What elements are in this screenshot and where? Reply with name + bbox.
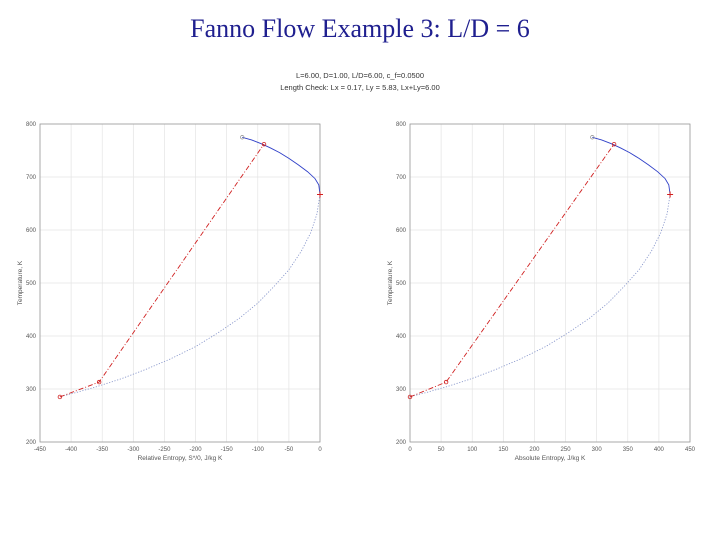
chart0-marker-circle-2	[96, 379, 102, 385]
chart1-x-tick-label-2: 100	[467, 447, 478, 453]
chart1-marker-plus-4	[667, 191, 674, 198]
chart0-marker-circle-1	[261, 141, 267, 147]
absolute-entropy-plot: 0 50 100 150 200 250 300 350 400 450 200 300 400 500 6…	[387, 122, 696, 462]
chart0-y-tick-label-6: 800	[26, 122, 37, 128]
chart0-marker-circle-0	[240, 135, 245, 140]
chart0-x-axis-label: Relative Entropy, S*/0, J/kg K	[138, 455, 223, 462]
chart0-y-tick-label-5: 700	[26, 175, 37, 181]
figure-header: L=6.00, D=1.00, L/D=6.00, c_f=0.0500 Len…	[0, 70, 720, 94]
chart0-series-process	[59, 143, 265, 398]
chart1-y-tick-label-4: 600	[396, 228, 407, 234]
chart1-series-process	[409, 143, 615, 398]
chart1-y-tick-label-5: 700	[396, 175, 407, 181]
chart1-y-tick-label-1: 300	[396, 387, 407, 393]
chart1-y-tick-label-6: 800	[396, 122, 407, 128]
chart0-x-tick-label-9: 0	[318, 447, 322, 453]
chart0-x-tick-label-7: -100	[252, 447, 265, 453]
chart0-y-tick-label-4: 600	[26, 228, 37, 234]
chart0-y-tick-label-2: 400	[26, 334, 37, 340]
chart0-series-fanno-supersonic	[59, 194, 321, 398]
chart0-y-tick-label-0: 200	[26, 440, 37, 446]
chart0-marker-plus-4	[317, 191, 323, 198]
chart1-y-tick-label-2: 400	[396, 334, 407, 340]
chart1-x-tick-label-9: 450	[685, 447, 696, 453]
chart1-axes-frame	[409, 123, 691, 443]
chart0-axes-frame	[39, 123, 321, 443]
chart1-y-axis-label: Temperature, K	[387, 260, 394, 305]
chart1-x-tick-label-5: 250	[561, 447, 572, 453]
chart0-x-tick-label-1: -400	[65, 447, 78, 453]
chart1-marker-circle-3	[407, 394, 413, 400]
chart1-series-fanno-subsonic	[592, 136, 671, 195]
chart1-marker-circle-1	[611, 141, 617, 147]
chart0-x-tick-label-5: -200	[190, 447, 203, 453]
chart1-y-tick-label-0: 200	[396, 440, 407, 446]
chart0-series-fanno-subsonic	[242, 136, 321, 195]
chart1-x-tick-label-8: 400	[654, 447, 665, 453]
relative-entropy-plot: -450 -400 -350 -300 -250 -200 -150 -100 -50 0 200 3…	[17, 122, 323, 462]
chart0-y-tick-label-3: 500	[26, 281, 37, 287]
chart1-x-tick-label-7: 350	[623, 447, 634, 453]
figure-header-parameters: L=6.00, D=1.00, L/D=6.00, c_f=0.0500	[295, 71, 425, 80]
slide-title: Fanno Flow Example 3: L/D = 6	[190, 14, 530, 43]
figure-header-length-check: Length Check: Lx = 0.17, Ly = 5.83, Lx+L…	[280, 83, 440, 92]
chart0-x-tick-label-8: -50	[285, 447, 294, 453]
chart1-marker-circle-0	[590, 135, 595, 140]
chart0-marker-circle-3	[57, 394, 63, 400]
chart0-y-tick-label-1: 300	[26, 387, 37, 393]
chart1-marker-circle-2	[443, 379, 449, 385]
chart0-x-tick-label-0: -450	[34, 447, 47, 453]
chart1-x-tick-label-6: 300	[592, 447, 603, 453]
chart0-x-tick-label-4: -250	[158, 447, 171, 453]
chart0-x-tick-label-2: -350	[96, 447, 109, 453]
chart1-y-tick-label-3: 500	[396, 281, 407, 287]
chart1-x-axis-label: Absolute Entropy, J/kg K	[515, 455, 586, 462]
chart1-x-tick-label-3: 150	[498, 447, 509, 453]
chart0-x-tick-label-3: -300	[127, 447, 140, 453]
chart0-x-tick-label-6: -150	[221, 447, 234, 453]
chart1-x-tick-label-1: 50	[438, 447, 445, 453]
chart1-x-tick-label-0: 0	[408, 447, 412, 453]
chart0-y-axis-label: Temperature, K	[17, 260, 24, 305]
chart1-x-tick-label-4: 200	[529, 447, 540, 453]
chart1-series-fanno-supersonic	[409, 194, 671, 398]
